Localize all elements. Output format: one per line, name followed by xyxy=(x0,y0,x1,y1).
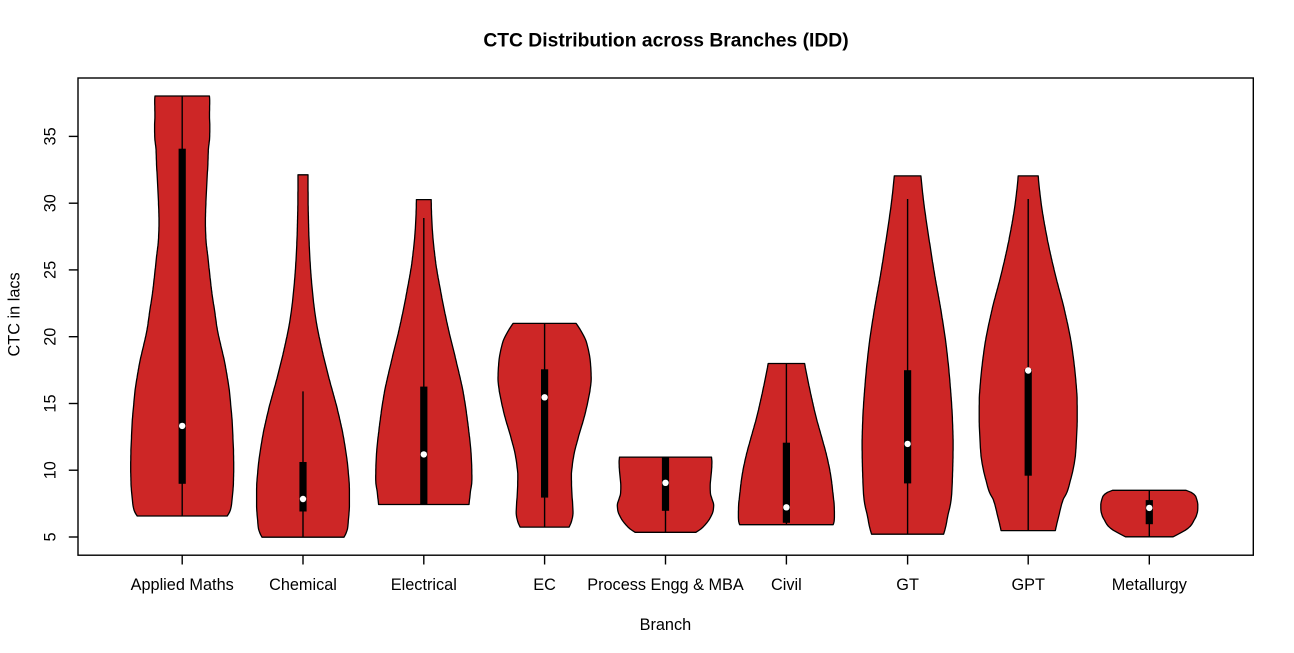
svg-text:Branch: Branch xyxy=(640,616,692,634)
svg-text:35: 35 xyxy=(42,127,60,145)
svg-text:25: 25 xyxy=(42,261,60,279)
svg-text:Civil: Civil xyxy=(771,576,802,594)
svg-text:5: 5 xyxy=(42,532,60,541)
svg-text:CTC in lacs: CTC in lacs xyxy=(6,272,24,356)
svg-text:CTC Distribution across Branch: CTC Distribution across Branches (IDD) xyxy=(483,31,848,52)
svg-text:Process Engg & MBA: Process Engg & MBA xyxy=(587,576,744,594)
svg-text:Electrical: Electrical xyxy=(391,576,457,594)
svg-text:Applied Maths: Applied Maths xyxy=(131,576,234,594)
svg-text:Metallurgy: Metallurgy xyxy=(1112,576,1188,594)
svg-text:GT: GT xyxy=(896,576,919,594)
svg-text:Chemical: Chemical xyxy=(269,576,337,594)
svg-text:GPT: GPT xyxy=(1011,576,1045,594)
svg-text:30: 30 xyxy=(42,194,60,212)
svg-text:15: 15 xyxy=(42,394,60,412)
svg-text:10: 10 xyxy=(42,461,60,479)
svg-text:EC: EC xyxy=(533,576,556,594)
svg-text:20: 20 xyxy=(42,328,60,346)
